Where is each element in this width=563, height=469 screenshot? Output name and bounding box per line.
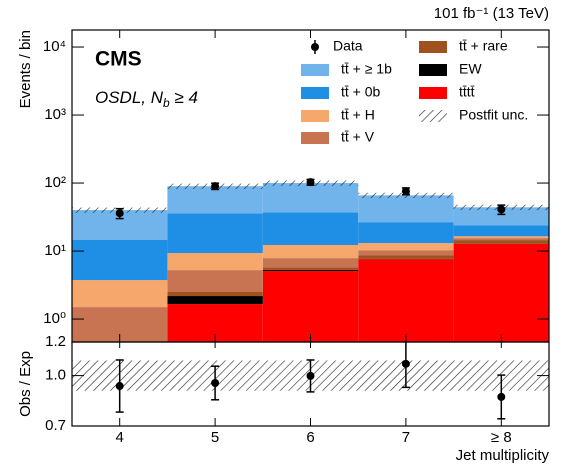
x-axis-label: Jet multiplicity xyxy=(456,447,550,464)
data-point xyxy=(211,182,220,191)
legend-swatch xyxy=(301,87,329,99)
ratio-plot xyxy=(72,342,549,420)
region-label: OSDL, Nb ≥ 4 xyxy=(95,88,198,110)
legend-label: tt̄ + H xyxy=(341,107,375,123)
data-point xyxy=(401,187,410,196)
main-plot xyxy=(72,178,549,342)
x-tick-label: 7 xyxy=(402,429,410,446)
stack-segment xyxy=(358,195,454,223)
region-text: ≥ 4 xyxy=(170,88,198,107)
stack-segment xyxy=(167,253,263,271)
stack-segment xyxy=(358,243,454,251)
legend-swatch xyxy=(419,87,447,99)
stack-segment xyxy=(72,240,168,281)
legend-label: tt̄ + 0b xyxy=(341,84,381,100)
stack-segment xyxy=(262,258,359,268)
stack-segment xyxy=(167,296,263,305)
stack-segment xyxy=(72,280,168,308)
legend-label: tt̄tt̄ xyxy=(459,84,475,100)
ratio-point xyxy=(211,378,220,387)
data-point xyxy=(497,205,506,214)
legend-label: Data xyxy=(333,38,363,54)
stack-segment xyxy=(358,250,454,256)
stack-segment xyxy=(453,225,549,237)
ratio-tick-label: 0.7 xyxy=(45,417,66,434)
region-subscript: b xyxy=(163,96,170,110)
y-tick-label: 10⁰ xyxy=(43,310,66,327)
stack-segment xyxy=(453,243,549,342)
y-axis-label: Events / bin xyxy=(17,30,34,108)
lumi-label: 101 fb⁻¹ (13 TeV) xyxy=(434,5,549,22)
region-text: OSDL, N xyxy=(95,88,164,107)
ratio-tick-label: 1.0 xyxy=(45,367,66,384)
legend-swatch xyxy=(301,110,329,122)
x-tick-label: ≥ 8 xyxy=(491,429,512,446)
legend-label: EW xyxy=(459,61,482,77)
y-tick-label: 10¹ xyxy=(44,242,66,259)
stack-segment xyxy=(453,236,549,239)
ratio-point xyxy=(306,371,315,380)
stack-segment xyxy=(262,212,359,245)
stack-segment xyxy=(262,269,359,272)
ratio-point xyxy=(497,392,506,401)
legend-swatch xyxy=(419,64,447,76)
x-tick-label: 6 xyxy=(306,429,314,446)
stack-segment xyxy=(167,270,263,293)
y-tick-label: 10³ xyxy=(44,106,66,123)
data-point xyxy=(115,209,124,218)
stack-segment xyxy=(453,238,549,241)
stack-segment xyxy=(358,255,454,259)
stack-segment xyxy=(358,259,454,342)
x-tick-label: 4 xyxy=(116,429,124,446)
ratio-point xyxy=(115,382,124,391)
legend-label: tt̄ + ≥ 1b xyxy=(341,61,392,77)
experiment-label: CMS xyxy=(95,48,142,71)
ratio-axis-label: Obs / Exp xyxy=(17,351,34,417)
legend-swatch xyxy=(419,41,447,53)
legend-label: Postfit unc. xyxy=(459,107,528,123)
stack-segment xyxy=(167,186,263,214)
legend-swatch xyxy=(301,132,329,144)
stack-segment xyxy=(453,207,549,226)
stack-segment xyxy=(453,240,549,244)
legend-label: tt̄ + V xyxy=(341,129,375,145)
stack-segment xyxy=(262,267,359,270)
legend-swatch xyxy=(301,64,329,76)
legend-label: tt̄ + rare xyxy=(459,38,508,54)
stack-segment xyxy=(262,244,359,259)
legend-hatch xyxy=(419,110,447,122)
ratio-point xyxy=(401,359,410,368)
stack-segment xyxy=(167,213,263,254)
axes: 10⁰ 10¹ 10² 10³ 10⁴ 0.7 1.0 1.2 4 5 6 7 ≥ 8 tt̄tt̄ EW t… xyxy=(43,29,550,446)
stack-segment xyxy=(262,271,359,342)
stack-segment xyxy=(262,183,359,213)
stack-segment xyxy=(167,292,263,297)
legend-data-marker xyxy=(311,43,319,51)
ratio-tick-label: 1.2 xyxy=(45,333,66,350)
data-point xyxy=(306,178,315,187)
y-tick-label: 10⁴ xyxy=(43,38,66,55)
y-tick-label: 10² xyxy=(44,174,66,191)
x-tick-label: 5 xyxy=(211,429,219,446)
stack-segment xyxy=(358,222,454,244)
